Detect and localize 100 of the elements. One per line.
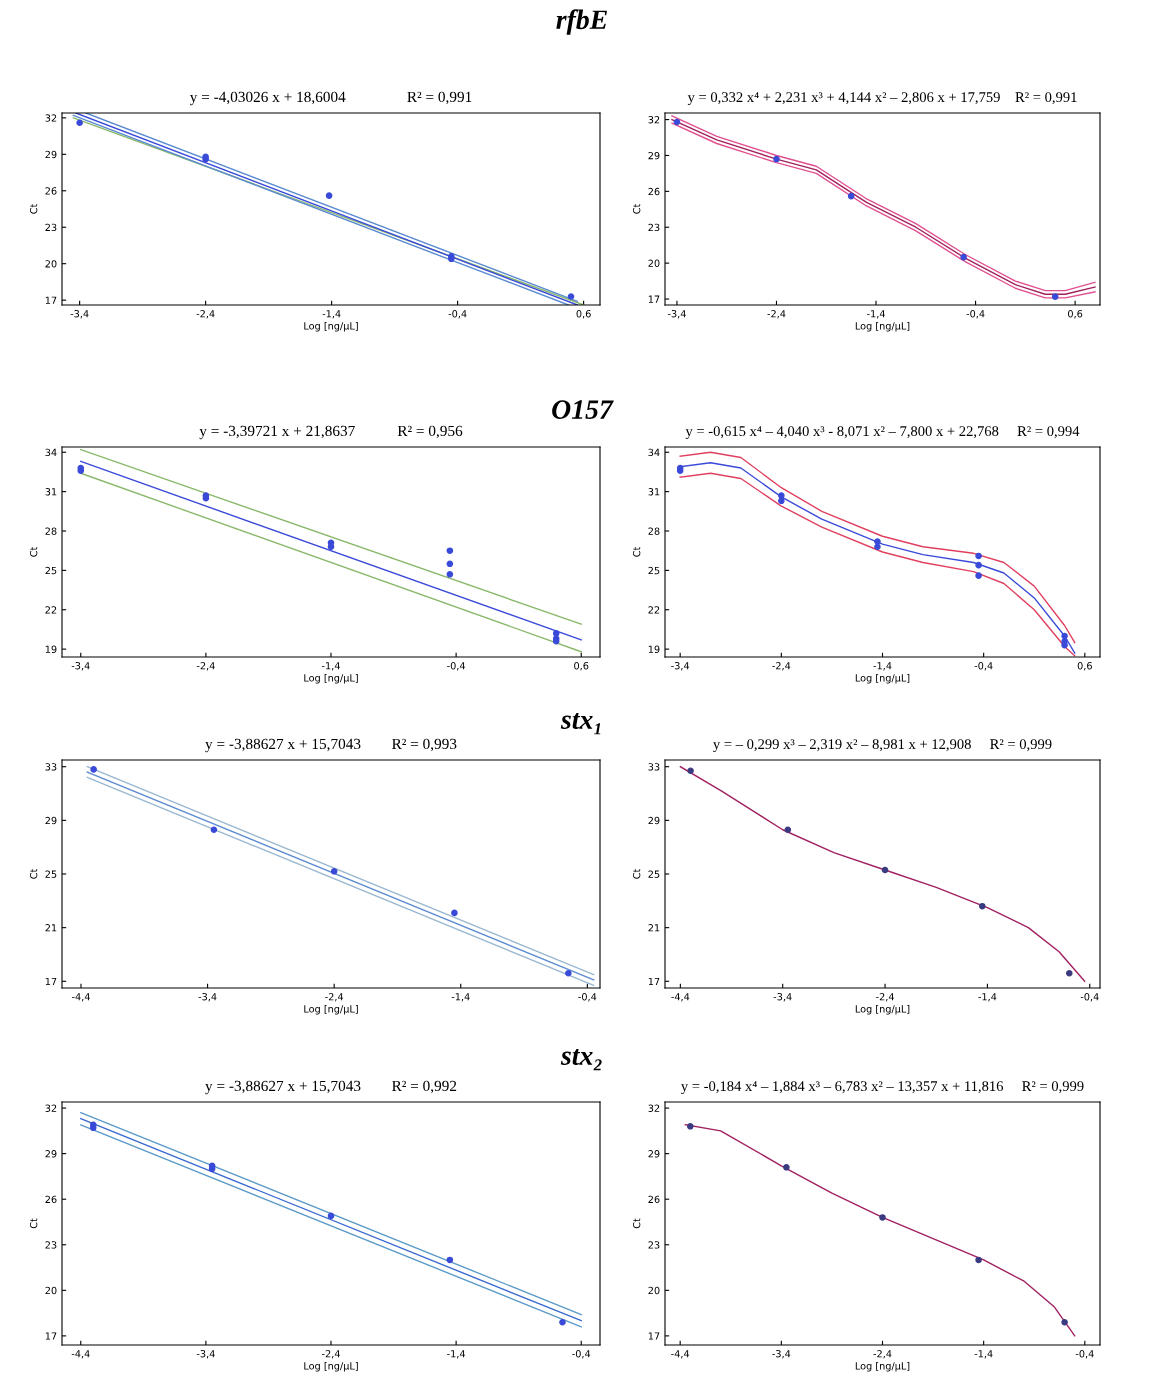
y-tick-label: 34 [45,448,57,457]
x-tick-label: -2,4 [876,993,894,1002]
x-tick-label: -2,4 [325,993,344,1002]
y-tick-label: 29 [648,151,660,160]
y-tick-label: 31 [45,488,57,496]
y-tick-label: 17 [648,977,660,985]
y-tick-label: 22 [45,606,57,614]
x-tick-label: -1,4 [447,1350,466,1359]
y-tick-label: 20 [45,260,57,268]
x-tick-label: -3,4 [196,1350,215,1359]
x-axis-title: Log [ng/µL] [304,322,358,332]
y-tick-label: 28 [648,527,660,535]
x-tick-label: -0,4 [1075,1350,1094,1359]
chart-title: y = -3,88627 x + 15,7043 R² = 0,992 [205,1080,457,1095]
chart-title: y = -3,39721 x + 21,8637 R² = 0,956 [199,425,463,440]
y-tick-label: 25 [648,870,660,878]
x-tick-label: -4,4 [71,993,90,1002]
x-axis-title: Log [ng/µL] [304,674,358,684]
y-tick-label: 17 [45,977,57,985]
y-tick-label: 29 [648,1150,660,1158]
x-tick-label: -3,4 [772,1350,791,1359]
x-tick-label: 0,6 [574,662,589,671]
y-tick-label: 31 [648,488,660,496]
x-tick-label: -0,4 [447,662,466,671]
x-tick-label: -1,4 [321,662,340,671]
y-tick-label: 25 [648,566,660,575]
y-tick-label: 21 [648,924,660,932]
y-tick-label: 26 [648,187,660,196]
y-tick-label: 29 [45,150,57,159]
y-axis-title: Ct [632,203,641,214]
y-tick-label: 23 [45,223,57,232]
chart-title: y = -4,03026 x + 18,6004 R² = 0,991 [189,91,472,106]
y-tick-label: 19 [45,645,57,653]
x-tick-label: -2,4 [196,310,215,319]
x-tick-label: -4,4 [71,1350,90,1359]
y-tick-label: 20 [45,1286,57,1295]
text: O157 [552,400,614,419]
text: stx₂ [560,1049,602,1071]
chart-title: y = 0,332 x⁴ + 2,231 x³ + 4,144 x² – 2,806 x + 17,759 R² = 0,991 [687,92,1077,106]
x-axis-title: Log [ng/µL] [855,1362,910,1372]
y-tick-label: 17 [45,1332,57,1340]
x-tick-label: 0,6 [576,310,591,319]
x-axis-title: Log [ng/µL] [304,1005,358,1015]
x-tick-label: -0,4 [578,993,597,1002]
y-tick-label: 25 [45,566,57,575]
x-tick-label: -1,4 [974,1350,993,1359]
text: stx₁ [560,713,601,735]
y-axis-title: Ct [29,546,38,557]
x-tick-label: -3,4 [71,662,90,671]
y-tick-label: 21 [45,924,57,932]
x-tick-label: -2,4 [772,662,791,671]
x-tick-label: 0,6 [1068,310,1083,319]
x-tick-label: -4,4 [671,993,690,1002]
y-tick-label: 26 [648,1195,660,1204]
y-tick-label: 26 [45,187,57,195]
y-tick-label: 23 [648,223,660,232]
y-tick-label: 28 [45,527,57,535]
chart-title: y = -3,88627 x + 15,7043 R² = 0,993 [205,738,457,753]
x-tick-label: -3,4 [667,310,686,319]
x-tick-label: 0,6 [1077,662,1092,671]
x-axis-title: Log [ng/µL] [855,322,910,332]
x-tick-label: -1,4 [322,310,341,319]
chart-title: y = -0,184 x⁴ – 1,884 x³ – 6,783 x² – 13,357 x + 11,816 R² = 0,999 [681,1081,1084,1095]
x-tick-label: -2,4 [873,1350,892,1359]
y-axis-title: Ct [29,868,38,879]
x-tick-label: -0,4 [1080,993,1099,1002]
y-axis-title: Ct [632,546,641,557]
x-tick-label: -2,4 [767,310,786,319]
y-tick-label: 19 [648,645,660,653]
chart-title: y = -0,615 x⁴ – 4,040 x³ - 8,071 x² – 7,800 x + 22,768 R² = 0,994 [685,426,1080,440]
x-tick-label: -1,4 [451,993,470,1002]
y-tick-label: 29 [648,816,660,825]
x-axis-title: Log [ng/µL] [855,1005,910,1015]
y-tick-label: 22 [648,606,660,614]
x-tick-label: -2,4 [321,1350,340,1359]
y-tick-label: 33 [45,763,57,771]
x-axis-title: Log [ng/µL] [304,1362,358,1372]
y-tick-label: 32 [45,114,57,122]
y-tick-label: 17 [45,296,57,304]
x-tick-label: -4,4 [671,1350,690,1359]
y-tick-label: 20 [648,259,660,267]
y-tick-label: 23 [45,1241,57,1249]
x-tick-label: -0,4 [572,1350,591,1359]
x-tick-label: -3,4 [70,310,89,319]
x-tick-label: -3,4 [773,993,792,1002]
x-tick-label: -3,4 [198,993,217,1002]
y-tick-label: 32 [45,1104,57,1112]
chart-title: y = – 0,299 x³ – 2,319 x² – 8,981 x + 12,908 R² = 0,999 [713,739,1052,753]
text: rfbE [556,9,607,35]
y-tick-label: 17 [648,1332,660,1340]
x-tick-label: -0,4 [966,310,985,319]
x-tick-label: -3,4 [671,662,690,671]
y-tick-label: 23 [648,1241,660,1249]
y-tick-label: 29 [45,1150,57,1158]
x-tick-label: -2,4 [196,662,215,671]
y-tick-label: 34 [648,448,660,457]
y-tick-label: 33 [648,763,660,771]
y-tick-label: 32 [648,116,660,124]
y-axis-title: Ct [29,203,38,214]
y-tick-label: 17 [648,295,660,303]
